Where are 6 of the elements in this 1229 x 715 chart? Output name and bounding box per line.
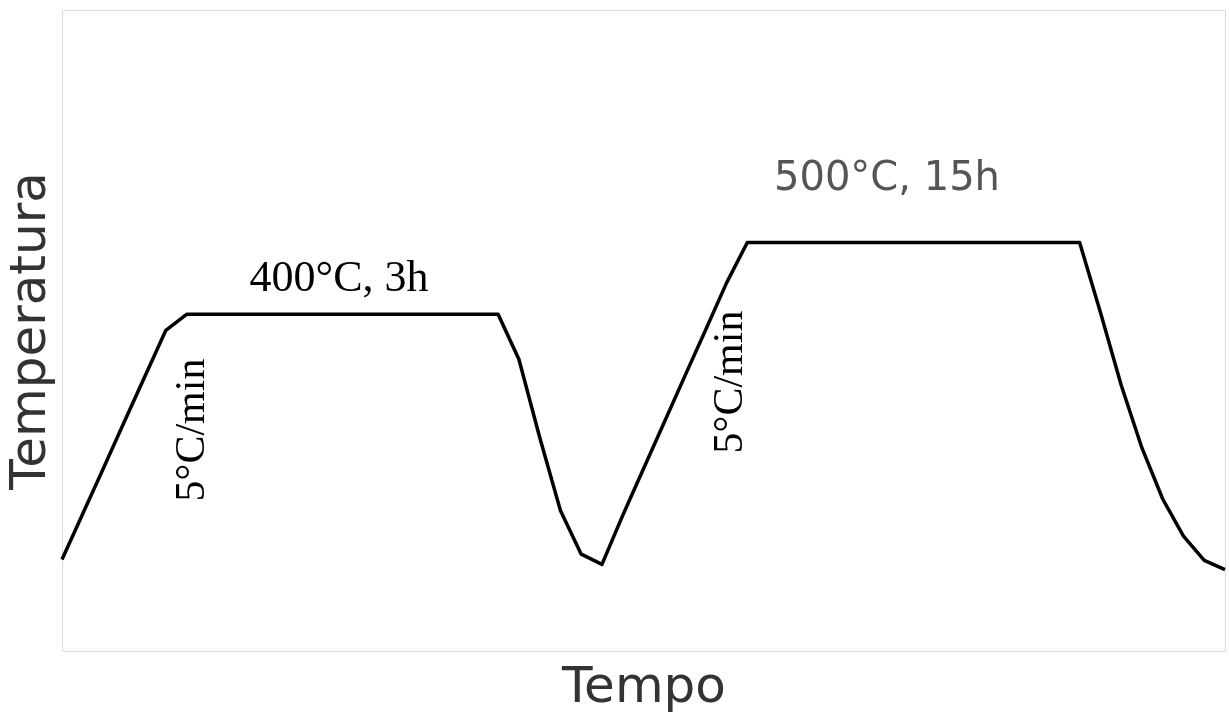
x-axis-title: Tempo bbox=[561, 655, 726, 714]
annotation: 400°C, 3h bbox=[249, 252, 429, 301]
annotation: 5°C/min bbox=[167, 358, 213, 502]
annotation: 5°C/min bbox=[705, 310, 751, 454]
text: 500°C, 15h bbox=[774, 153, 1000, 199]
y-axis-title: Temperatura bbox=[0, 172, 57, 491]
